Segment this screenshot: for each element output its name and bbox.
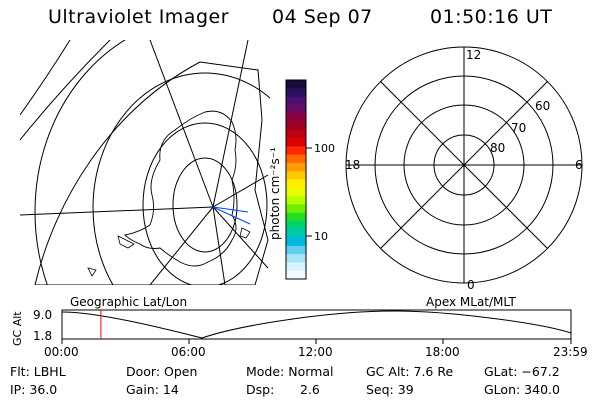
mlt-label-0: 0 (467, 278, 475, 292)
altitude-curve (61, 310, 572, 339)
mlt-line (380, 81, 548, 249)
colorbar-frame (285, 79, 307, 280)
filter-info: Flt: LBHL (10, 364, 66, 379)
colorbar-cell (286, 212, 306, 222)
ip-info: IP: 36.0 (10, 382, 58, 397)
coastline (117, 235, 135, 249)
meridian (20, 40, 71, 116)
mlat-label-60: 60 (535, 99, 550, 113)
meridian (20, 206, 214, 216)
timeline-xtick: 00:00 (44, 345, 79, 359)
time-label: 01:50:16 UT (430, 6, 553, 28)
meridian (20, 40, 111, 141)
pole-marker (212, 206, 251, 225)
right-panel-label: Apex MLat/MLT (426, 295, 516, 309)
colorbar-tick-label: 100 (314, 142, 335, 155)
meridian (149, 40, 214, 208)
apex-polar-plot (345, 46, 583, 284)
colorbar-cell (286, 262, 306, 272)
dsp-label: Dsp: (246, 382, 275, 397)
colorbar-cell (286, 196, 306, 205)
colorbar-cell (286, 254, 306, 263)
mlt-label-18: 18 (345, 158, 360, 172)
mlat-label-80: 80 (490, 141, 505, 155)
timeline-ylabel: GC Alt (11, 311, 24, 346)
timeline-xtick: 06:00 (171, 345, 206, 359)
coastline (124, 110, 237, 267)
altitude-timeline: GC Alt (11, 309, 572, 346)
gain-info: Gain: 14 (126, 382, 179, 397)
meridian (212, 206, 269, 269)
left-panel-label: Geographic Lat/Lon (70, 295, 188, 309)
lat-circle (142, 122, 268, 285)
instrument-title: Ultraviolet Imager (48, 6, 230, 28)
timeline-xtick: 12:00 (298, 345, 333, 359)
colorbar-cell (286, 229, 306, 239)
colorbar-cell (286, 80, 306, 89)
colorbar-cell (286, 162, 306, 172)
colorbar-cell (286, 237, 306, 247)
glat-info: GLat: −67.2 (484, 364, 560, 379)
mlat-label-70: 70 (511, 121, 526, 135)
colorbar-cell (286, 146, 306, 156)
colorbar-tick-label: 10 (314, 230, 328, 243)
colorbar-unit-label: photon cm⁻²s⁻¹ (268, 147, 282, 240)
meridian (149, 206, 214, 285)
date-label: 04 Sep 07 (272, 6, 373, 28)
timeline-ytick: 1.8 (33, 329, 53, 343)
colorbar-cell (286, 138, 306, 147)
colorbar-cell (286, 270, 306, 280)
lat-circle (92, 72, 270, 285)
colorbar-cell (286, 171, 306, 180)
colorbar-cell (286, 104, 306, 114)
timeline-xtick: 18:00 (425, 345, 460, 359)
timeline-xtick: 23:59 (553, 345, 588, 359)
colorbar-cell (286, 113, 306, 122)
colorbar-cell (286, 220, 306, 230)
coastline (87, 267, 97, 277)
colorbar-cell (286, 129, 306, 139)
timeline-ytick: 9.0 (33, 308, 53, 322)
lat-circle (34, 40, 126, 285)
colorbar: 100 10 photon cm⁻²s⁻¹ (268, 79, 335, 280)
timeline-frame (61, 309, 572, 340)
colorbar-cell (286, 121, 306, 131)
meridian (212, 40, 249, 208)
coastline (239, 227, 251, 239)
mlt-label-6: 6 (575, 158, 583, 172)
meridian (212, 206, 226, 285)
door-info: Door: Open (126, 364, 198, 379)
colorbar-cell (286, 96, 306, 106)
mlt-label-12: 12 (466, 48, 481, 62)
earth-limb (34, 61, 269, 285)
lat-circle (172, 157, 238, 253)
gc-alt-info: GC Alt: 7.6 Re (366, 364, 454, 379)
colorbar-cell (286, 245, 306, 255)
geographic-map (20, 40, 270, 285)
glon-info: GLon: 340.0 (484, 382, 560, 397)
colorbar-cell (286, 204, 306, 214)
dsp-value: 2.6 (300, 382, 320, 397)
mode-info: Mode: Normal (246, 364, 334, 379)
pole-marker (212, 206, 249, 213)
meridian (212, 174, 269, 208)
colorbar-cell (286, 154, 306, 164)
colorbar-cell (286, 187, 306, 197)
colorbar-cell (286, 179, 306, 189)
seq-info: Seq: 39 (366, 382, 414, 397)
colorbar-cell (286, 88, 306, 98)
